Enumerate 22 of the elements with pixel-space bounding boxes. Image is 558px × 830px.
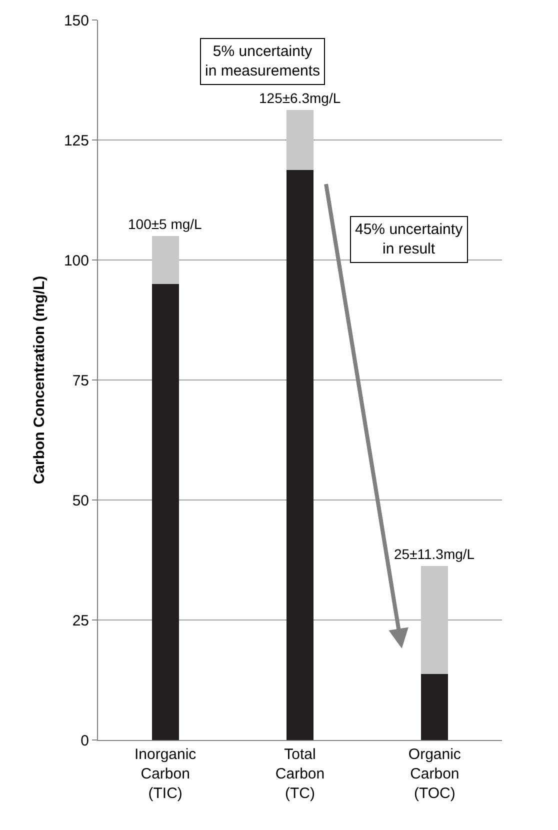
y-tick-label: 150	[64, 12, 89, 30]
bar	[286, 110, 314, 170]
y-axis-title: Carbon Concentration (mg/L)	[31, 276, 48, 484]
x-tick-label: Organic Carbon (TOC)	[408, 746, 462, 802]
annotation: 5% uncertainty in measurements	[205, 43, 320, 80]
y-tick-label: 125	[64, 132, 89, 150]
y-tick-label: 25	[72, 612, 89, 630]
x-tick-label: Total Carbon (TC)	[275, 746, 325, 802]
bar	[152, 284, 179, 740]
bar	[152, 236, 179, 284]
y-tick-label: 100	[64, 252, 89, 270]
annotation: 125±6.3mg/L	[259, 90, 341, 106]
x-tick-label: Inorganic Carbon (TIC)	[134, 746, 197, 802]
y-tick-label: 0	[80, 732, 89, 750]
annotation: 100±5 mg/L	[128, 216, 202, 232]
y-tick-label: 75	[72, 372, 89, 390]
annotation: 25±11.3mg/L	[394, 546, 475, 562]
bar	[421, 674, 448, 740]
y-tick-label: 50	[72, 492, 89, 510]
annotation: 45% uncertainty in result	[355, 221, 464, 258]
bar	[421, 566, 448, 674]
bar	[286, 170, 314, 740]
